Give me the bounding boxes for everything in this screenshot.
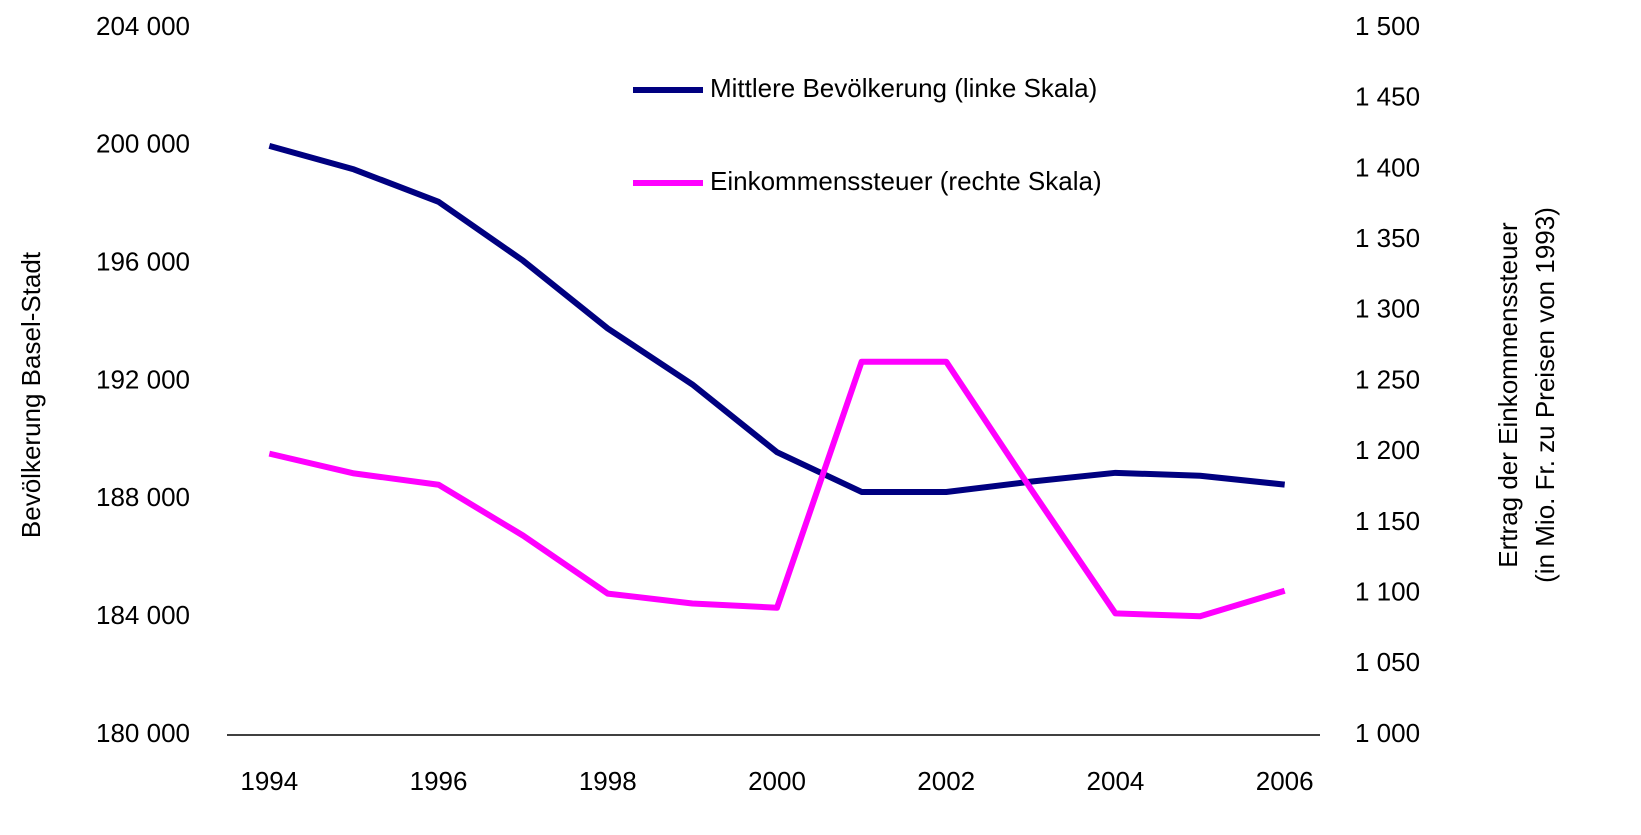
- x-tick-label: 2002: [917, 766, 975, 796]
- x-tick-label: 1996: [410, 766, 468, 796]
- y2-tick-label: 1 150: [1355, 506, 1420, 536]
- y2-axis-label: Ertrag der Einkommenssteuer: [1493, 222, 1523, 568]
- series-line: [268, 358, 1286, 620]
- x-tick-label: 1994: [240, 766, 298, 796]
- series-line: [268, 142, 1286, 495]
- y-tick-label: 188 000: [96, 482, 190, 512]
- x-tick-label: 2000: [748, 766, 806, 796]
- y2-tick-label: 1 350: [1355, 223, 1420, 253]
- legend-label: Mittlere Bevölkerung (linke Skala): [710, 73, 1097, 103]
- y-axis-label: Bevölkerung Basel-Stadt: [16, 251, 46, 538]
- y2-tick-label: 1 100: [1355, 576, 1420, 606]
- x-tick-label: 1998: [579, 766, 637, 796]
- y2-tick-label: 1 200: [1355, 435, 1420, 465]
- y2-tick-label: 1 300: [1355, 294, 1420, 324]
- y-tick-label: 200 000: [96, 129, 190, 159]
- y-tick-label: 184 000: [96, 600, 190, 630]
- y2-tick-label: 1 500: [1355, 11, 1420, 41]
- y-tick-label: 180 000: [96, 718, 190, 748]
- y2-tick-label: 1 450: [1355, 82, 1420, 112]
- y2-tick-label: 1 250: [1355, 364, 1420, 394]
- y-tick-label: 192 000: [96, 364, 190, 394]
- y-tick-label: 204 000: [96, 11, 190, 41]
- y2-tick-label: 1 000: [1355, 718, 1420, 748]
- x-tick-label: 2004: [1087, 766, 1145, 796]
- y-tick-label: 196 000: [96, 247, 190, 277]
- y2-axis-label: (in Mio. Fr. zu Preisen von 1993): [1530, 207, 1560, 583]
- x-tick-label: 2006: [1256, 766, 1314, 796]
- y2-tick-label: 1 050: [1355, 647, 1420, 677]
- y2-tick-label: 1 400: [1355, 152, 1420, 182]
- legend-label: Einkommenssteuer (rechte Skala): [710, 166, 1102, 196]
